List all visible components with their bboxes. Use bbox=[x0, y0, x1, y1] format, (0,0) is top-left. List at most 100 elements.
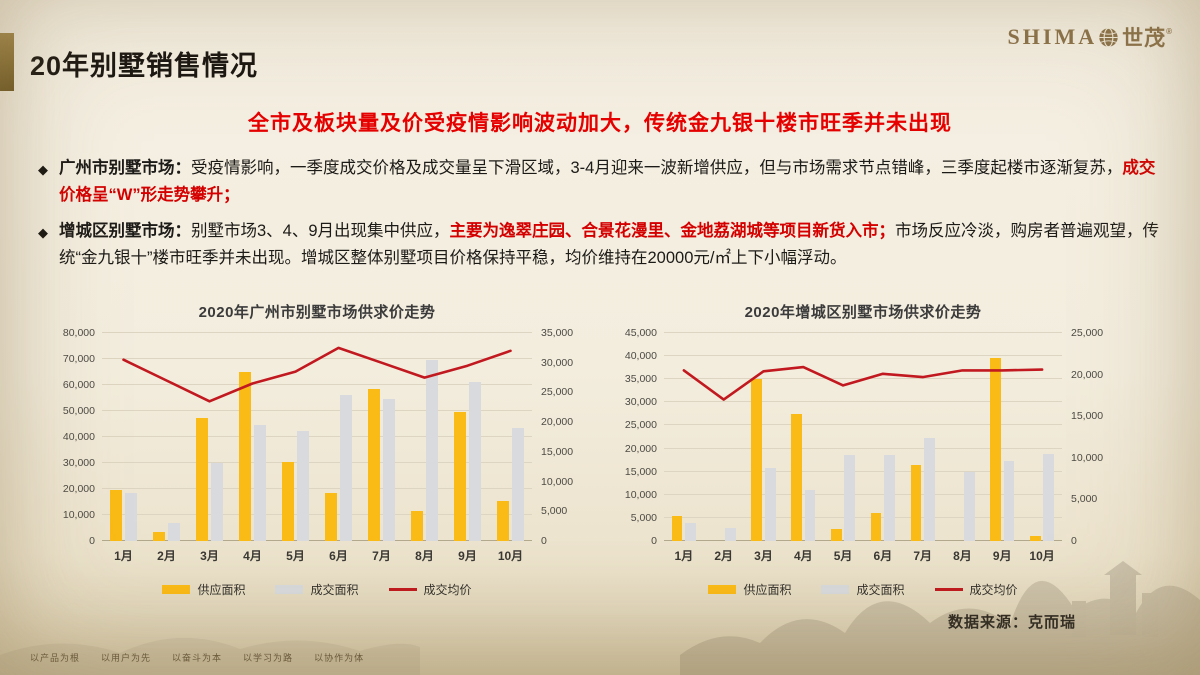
legend-bar-swatch-icon bbox=[275, 585, 304, 594]
x-axis: 1月 2月 3月 4月 5月 6月 7月 8月 9月 10月 bbox=[664, 547, 1062, 564]
right-axis-tick-label: 30,000 bbox=[541, 356, 574, 369]
gridline bbox=[664, 401, 1062, 403]
x-axis-tick-label: 9月 bbox=[992, 549, 1012, 563]
left-axis-tick-label: 30,000 bbox=[624, 396, 657, 409]
legend-item-成交均价: 成交均价 bbox=[934, 581, 1018, 598]
chart-title: 2020年广州市别墅市场供求价走势 bbox=[198, 304, 436, 321]
x-axis-tick-label: 4月 bbox=[243, 549, 262, 563]
left-axis-tick-label: 50,000 bbox=[62, 405, 95, 417]
bullet-item: ◆ 增城区别墅市场：别墅市场3、4、9月出现集中供应，主要为逸翠庄园、合景花漫里、… bbox=[38, 218, 1170, 272]
legend-item-成交面积: 成交面积 bbox=[275, 581, 359, 598]
bar-供应面积-8月 bbox=[411, 511, 423, 541]
bar-成交面积-8月 bbox=[426, 360, 438, 541]
left-axis-tick-label: 25,000 bbox=[624, 419, 657, 432]
bullet-text-segment: 成交价格呈“W”形走势攀升； bbox=[59, 159, 1156, 205]
bar-供应面积-2月 bbox=[153, 531, 165, 541]
right-axis-tick-label: 35,000 bbox=[541, 327, 574, 339]
x-axis-tick-label: 9月 bbox=[458, 549, 477, 563]
left-axis-tick-label: 60,000 bbox=[62, 379, 95, 391]
bar-供应面积-9月 bbox=[990, 358, 1001, 541]
x-axis-tick-label: 1月 bbox=[114, 549, 133, 563]
left-axis-tick-label: 30,000 bbox=[62, 457, 95, 469]
legend-bar-swatch-icon bbox=[162, 585, 191, 594]
bar-成交面积-10月 bbox=[1043, 454, 1055, 541]
bullet-text-segment: 主要为逸翠庄园、合景花漫里、金地荔湖城等项目新货入市； bbox=[449, 222, 896, 241]
x-axis-tick-label: 5月 bbox=[833, 549, 853, 563]
gridline bbox=[664, 332, 1062, 333]
legend-label: 成交均价 bbox=[969, 583, 1018, 597]
bullet-diamond-icon: ◆ bbox=[38, 162, 48, 177]
bar-供应面积-5月 bbox=[830, 529, 842, 541]
logo-text-en: SHIMA bbox=[1007, 24, 1098, 49]
right-axis-tick-label: 10,000 bbox=[541, 475, 574, 488]
x-axis-tick-label: 7月 bbox=[372, 549, 391, 563]
bar-供应面积-10月 bbox=[497, 500, 509, 541]
chart-title: 2020年增城区别墅市场供求价走势 bbox=[744, 304, 982, 321]
bar-成交面积-6月 bbox=[340, 395, 352, 541]
chart-zengcheng-villa-market: 2020年增城区别墅市场供求价走势 0 5,000 10,000 15,000 20,0… bbox=[612, 301, 1114, 598]
x-axis-tick-label: 5月 bbox=[286, 549, 305, 563]
gridline bbox=[102, 384, 532, 385]
legend-item-供应面积: 供应面积 bbox=[708, 581, 791, 598]
left-axis-tick-label: 40,000 bbox=[624, 350, 657, 363]
bar-供应面积-4月 bbox=[239, 372, 251, 541]
registered-mark: ® bbox=[1166, 26, 1172, 36]
bar-供应面积-1月 bbox=[671, 515, 683, 541]
title-accent-bar bbox=[0, 33, 14, 91]
price-trend-line bbox=[122, 346, 512, 403]
right-axis-tick-label: 0 bbox=[1071, 535, 1077, 547]
bar-成交面积-1月 bbox=[685, 522, 697, 541]
right-y-axis: 0 5,000 10,000 15,000 20,000 25,000 30,000 35,0… bbox=[532, 327, 584, 547]
bullet-text-segment: 受疫情影响，一季度成交价格及成交量呈下滑区域，3-4月迎来一波新增供应，但与市场… bbox=[191, 159, 1123, 177]
bar-供应面积-5月 bbox=[282, 461, 294, 541]
bar-供应面积-3月 bbox=[751, 379, 763, 541]
bar-成交面积-2月 bbox=[168, 522, 180, 541]
left-axis-tick-label: 15,000 bbox=[624, 465, 657, 478]
left-axis-tick-label: 0 bbox=[89, 535, 95, 547]
gridline bbox=[102, 462, 532, 463]
left-y-axis: 0 10,000 20,000 30,000 40,000 50,000 60,000 70,… bbox=[50, 327, 102, 547]
right-axis-tick-label: 5,000 bbox=[541, 505, 568, 518]
plot-area bbox=[664, 332, 1062, 541]
legend-item-供应面积: 供应面积 bbox=[162, 581, 245, 598]
gridline bbox=[664, 493, 1062, 495]
price-trend-line bbox=[682, 365, 1044, 401]
x-axis-tick-label: 3月 bbox=[754, 549, 773, 563]
plot-wrap: 1月 2月 3月 4月 5月 6月 7月 8月 9月 10月 bbox=[102, 332, 532, 564]
gridline bbox=[664, 470, 1062, 472]
left-axis-tick-label: 20,000 bbox=[624, 442, 657, 455]
plot-wrap: 1月 2月 3月 4月 5月 6月 7月 8月 9月 10月 bbox=[664, 332, 1062, 564]
bar-供应面积-6月 bbox=[325, 492, 337, 541]
page-title: 20年别墅销售情况 bbox=[30, 51, 259, 81]
bar-成交面积-7月 bbox=[383, 399, 395, 541]
right-axis-tick-label: 15,000 bbox=[1071, 410, 1104, 423]
x-axis-tick-label: 1月 bbox=[674, 549, 694, 563]
gridline bbox=[664, 447, 1062, 449]
left-axis-tick-label: 20,000 bbox=[62, 483, 95, 495]
footer-slogans: 以产品为根 以用户为先 以奋斗为本 以学习为路 以协作为体 bbox=[30, 651, 364, 664]
legend-line-swatch-icon bbox=[388, 588, 417, 591]
footer-slogan: 以奋斗为本 bbox=[172, 653, 223, 663]
gridline bbox=[664, 424, 1062, 426]
x-axis-tick-label: 2月 bbox=[714, 549, 734, 563]
bar-成交面积-9月 bbox=[1003, 460, 1015, 541]
data-source-label: 数据来源：克而瑞 bbox=[948, 614, 1077, 631]
logo-text-cn: 世茂 bbox=[1122, 27, 1167, 50]
gridline bbox=[102, 436, 532, 437]
bar-供应面积-3月 bbox=[196, 417, 208, 541]
chart-guangzhou-villa-market: 2020年广州市别墅市场供求价走势 0 10,000 20,000 30,000 40,… bbox=[50, 301, 584, 598]
bullets: ◆ 广州市别墅市场：受疫情影响，一季度成交价格及成交量呈下滑区域，3-4月迎来一波… bbox=[38, 155, 1170, 281]
bullet-label: 广州市别墅市场： bbox=[59, 159, 191, 177]
x-axis-tick-label: 3月 bbox=[200, 549, 219, 563]
legend-label: 供应面积 bbox=[197, 583, 246, 597]
x-axis-tick-label: 2月 bbox=[157, 549, 176, 563]
bar-成交面积-10月 bbox=[512, 427, 524, 541]
legend-item-成交面积: 成交面积 bbox=[821, 581, 905, 598]
right-axis-tick-label: 10,000 bbox=[1071, 451, 1104, 464]
bar-供应面积-9月 bbox=[454, 412, 466, 541]
bar-成交面积-7月 bbox=[924, 437, 935, 541]
bar-供应面积-6月 bbox=[870, 513, 882, 541]
left-axis-tick-label: 70,000 bbox=[62, 353, 95, 365]
right-axis-tick-label: 25,000 bbox=[1071, 327, 1104, 339]
